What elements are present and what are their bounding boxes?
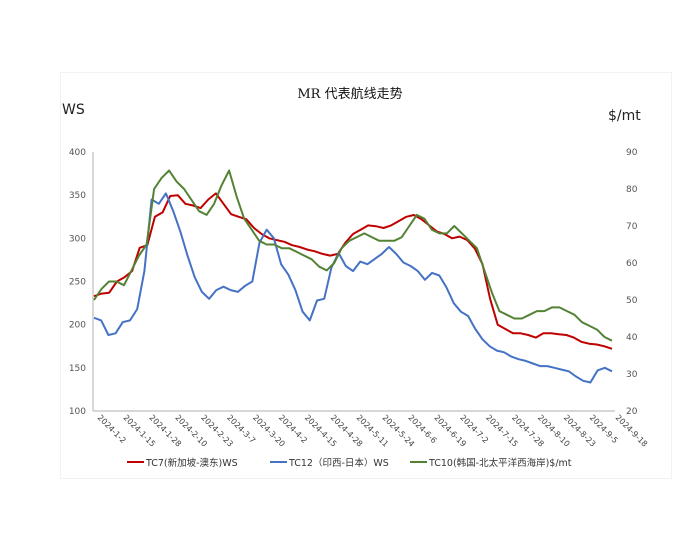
x-axis-labels: 2024-1-22024-1-152024-1-282024-2-102024-… [96,413,650,449]
left-tick-label: 350 [69,191,86,201]
left-tick-label: 100 [69,407,86,417]
right-tick-label: 50 [626,296,638,306]
right-tick-label: 20 [626,407,638,417]
right-y-axis: 20 30 40 50 60 70 80 90 [626,148,638,417]
left-axis-unit: WS [62,102,85,118]
right-tick-label: 60 [626,259,638,269]
left-tick-label: 400 [69,148,86,158]
series-line-1 [93,192,613,350]
chart-title: MR 代表航线走势 [297,86,402,102]
left-tick-label: 200 [69,321,86,331]
series-lines [93,169,613,384]
series-line-2 [93,192,613,384]
legend-label: TC12（印西-日本）WS [288,457,389,469]
left-tick-label: 150 [69,364,86,374]
right-axis-unit: $/mt [608,108,641,124]
right-tick-label: 70 [626,222,638,232]
right-tick-label: 40 [626,333,638,343]
legend-label: TC7(新加坡-澳东)WS [145,457,238,469]
left-tick-label: 250 [69,278,86,288]
legend-label: TC10(韩国-北太平洋西海岸)$/mt [428,457,572,469]
legend: TC7(新加坡-澳东)WS TC12（印西-日本）WS TC10(韩国-北太平洋西海… [127,457,572,469]
right-tick-label: 80 [626,185,638,195]
chart-frame [60,72,672,479]
left-y-axis: 100 150 200 250 300 350 400 [69,148,86,417]
right-tick-label: 90 [626,148,638,158]
x-tick-label: 2024-9-18 [614,413,650,449]
left-tick-label: 300 [69,234,86,244]
series-line-3 [93,169,613,342]
right-tick-label: 30 [626,370,638,380]
